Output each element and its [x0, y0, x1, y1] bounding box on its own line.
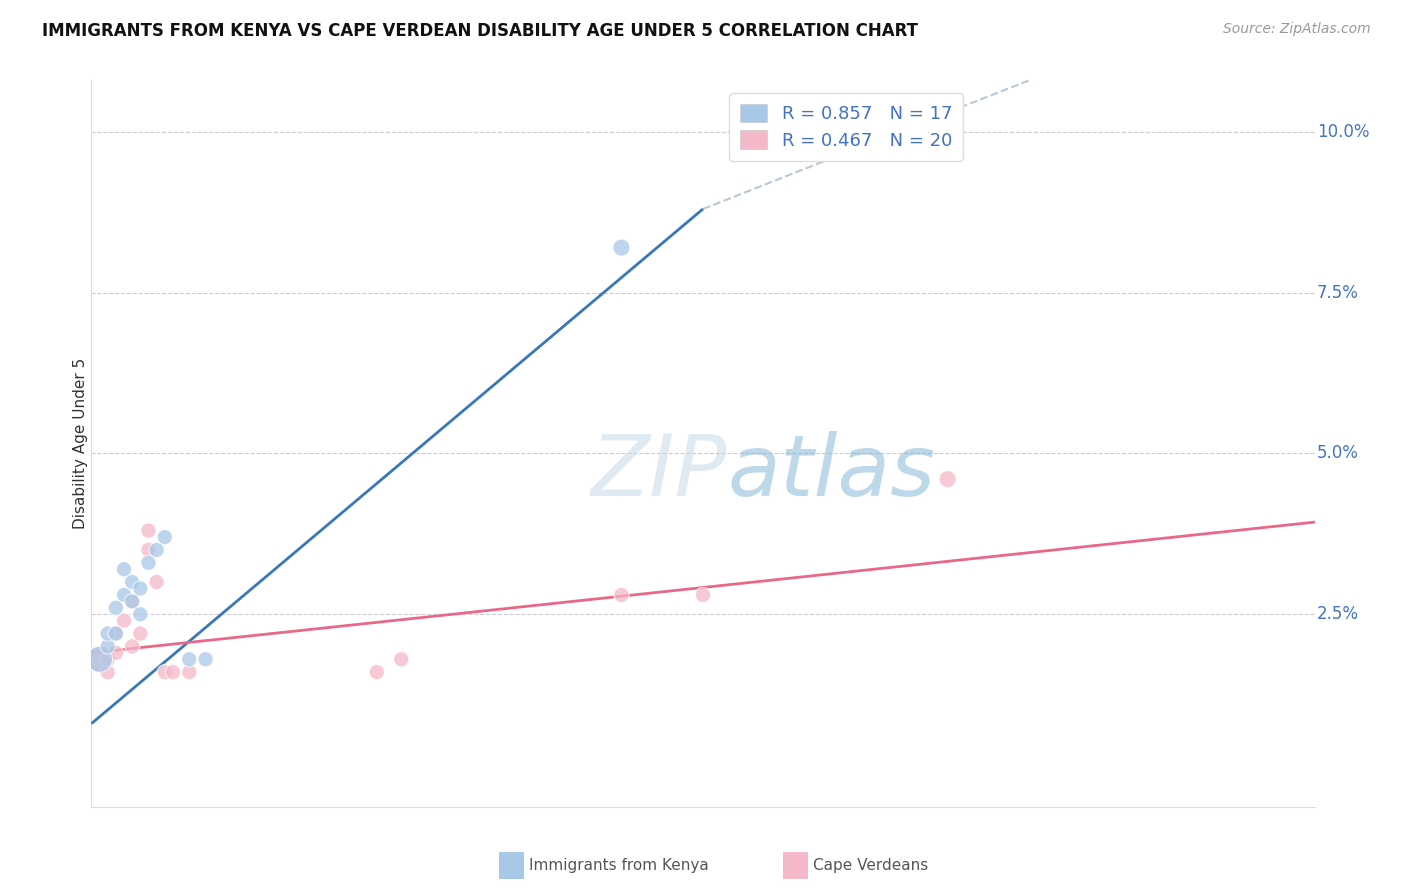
- Point: [97, 652, 120, 666]
- Point: [194, 652, 217, 666]
- Point: [97, 626, 120, 640]
- Point: [153, 665, 176, 680]
- Point: [366, 665, 388, 680]
- Point: [104, 600, 127, 615]
- Text: 10.0%: 10.0%: [1317, 123, 1369, 141]
- Text: 2.5%: 2.5%: [1317, 606, 1360, 624]
- Point: [104, 626, 127, 640]
- Point: [97, 665, 120, 680]
- Point: [121, 640, 143, 654]
- Point: [121, 594, 143, 608]
- Point: [138, 543, 160, 558]
- Point: [129, 626, 152, 640]
- Point: [389, 652, 412, 666]
- Point: [936, 472, 959, 486]
- Point: [179, 665, 201, 680]
- Text: ZIP: ZIP: [591, 432, 727, 515]
- Text: 7.5%: 7.5%: [1317, 284, 1360, 301]
- Point: [692, 588, 714, 602]
- Point: [112, 562, 135, 576]
- Point: [112, 588, 135, 602]
- Text: 15.0%: 15.0%: [1263, 891, 1315, 892]
- Text: Source: ZipAtlas.com: Source: ZipAtlas.com: [1223, 22, 1371, 37]
- Point: [610, 241, 633, 255]
- Point: [145, 543, 167, 558]
- Point: [179, 652, 201, 666]
- Text: 0.0%: 0.0%: [91, 891, 134, 892]
- Text: Immigrants from Kenya: Immigrants from Kenya: [529, 858, 709, 872]
- Point: [153, 530, 176, 544]
- Text: atlas: atlas: [727, 432, 935, 515]
- Text: IMMIGRANTS FROM KENYA VS CAPE VERDEAN DISABILITY AGE UNDER 5 CORRELATION CHART: IMMIGRANTS FROM KENYA VS CAPE VERDEAN DI…: [42, 22, 918, 40]
- Point: [121, 594, 143, 608]
- Point: [97, 640, 120, 654]
- Point: [138, 524, 160, 538]
- Y-axis label: Disability Age Under 5: Disability Age Under 5: [73, 359, 87, 529]
- Text: Cape Verdeans: Cape Verdeans: [813, 858, 928, 872]
- Point: [89, 652, 111, 666]
- Point: [104, 646, 127, 660]
- Point: [610, 588, 633, 602]
- Point: [162, 665, 184, 680]
- Legend: R = 0.857   N = 17, R = 0.467   N = 20: R = 0.857 N = 17, R = 0.467 N = 20: [730, 93, 963, 161]
- Point: [129, 607, 152, 622]
- Point: [138, 556, 160, 570]
- Point: [145, 575, 167, 590]
- Point: [129, 582, 152, 596]
- Text: 5.0%: 5.0%: [1317, 444, 1360, 462]
- Point: [104, 626, 127, 640]
- Point: [89, 652, 111, 666]
- Point: [121, 575, 143, 590]
- Point: [112, 614, 135, 628]
